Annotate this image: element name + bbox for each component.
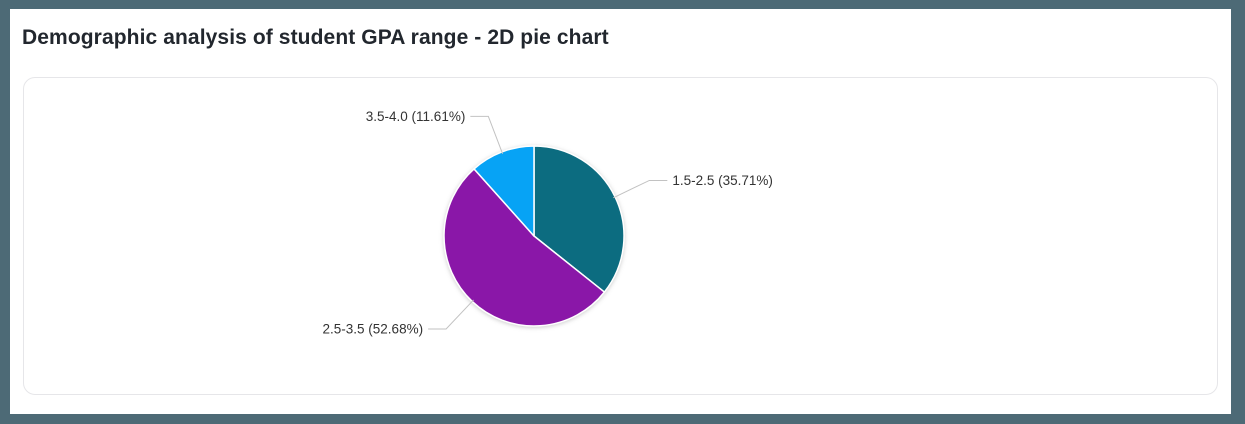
pie-chart: 1.5-2.5 (35.71%) 2.5-3.5 (52.68%) 3.5-4.0 …: [323, 109, 773, 337]
label-leader-line: [428, 299, 474, 330]
label-leader-line: [613, 179, 668, 199]
chart-panel: 1.5-2.5 (35.71%) 2.5-3.5 (52.68%) 3.5-4.0 …: [23, 77, 1218, 395]
pie-slices-group: [443, 145, 625, 327]
slice-label: 1.5-2.5 (35.71%): [672, 173, 773, 188]
page: Demographic analysis of student GPA rang…: [10, 9, 1231, 414]
label-leader-line: [470, 115, 504, 154]
slice-label: 3.5-4.0 (11.61%): [366, 109, 466, 124]
slice-label: 2.5-3.5 (52.68%): [323, 322, 424, 337]
page-title: Demographic analysis of student GPA rang…: [22, 26, 609, 49]
pie-labels-group: 1.5-2.5 (35.71%) 2.5-3.5 (52.68%) 3.5-4.0 …: [323, 109, 773, 337]
